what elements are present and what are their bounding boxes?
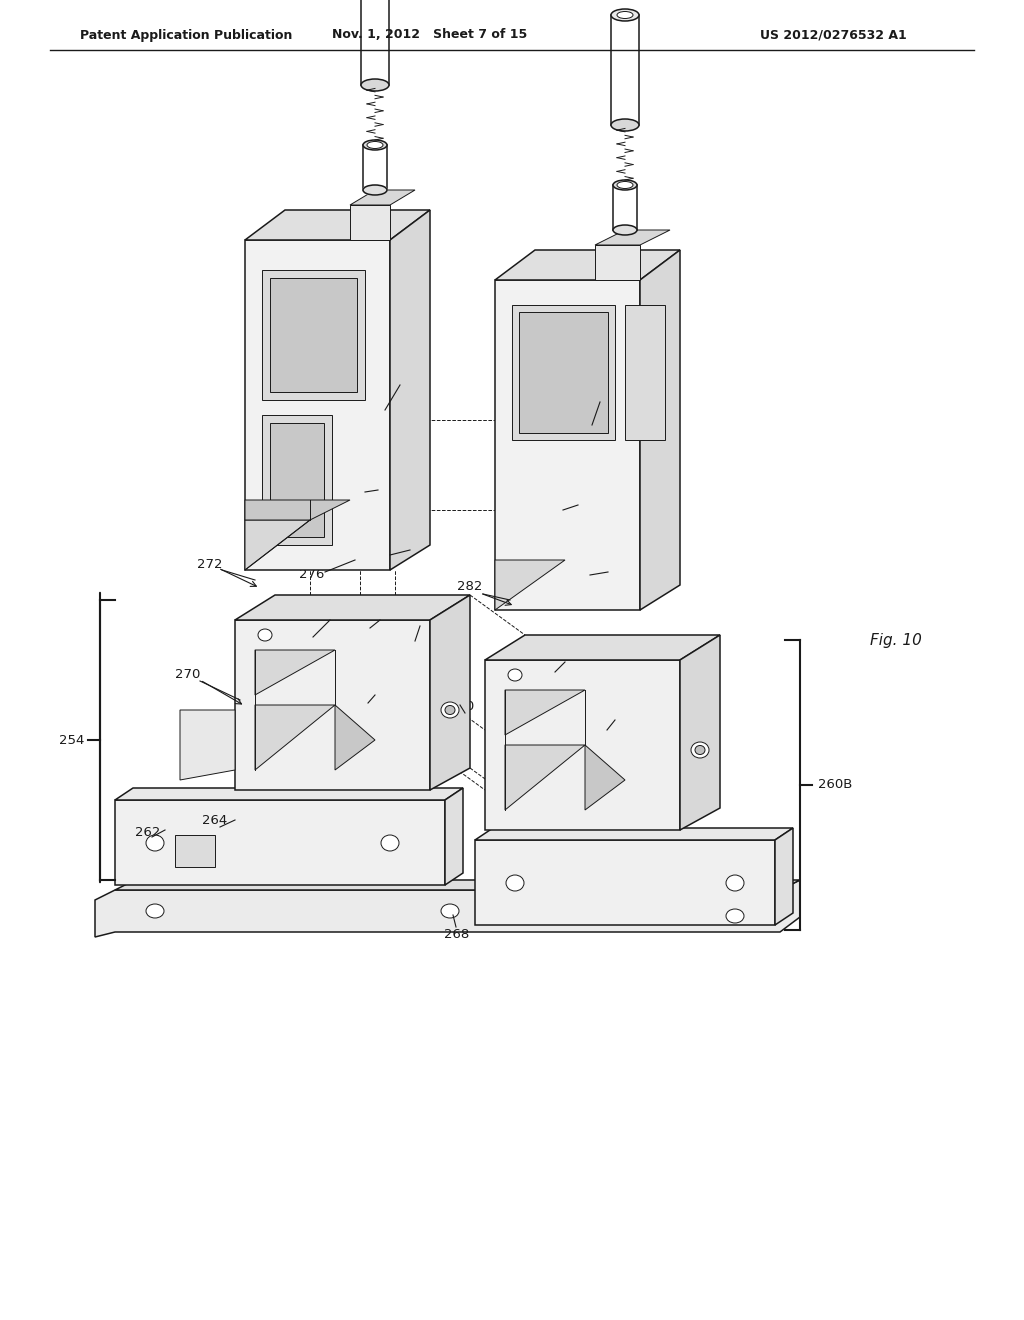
Text: 276: 276 — [397, 628, 423, 642]
Ellipse shape — [726, 875, 744, 891]
Polygon shape — [245, 520, 310, 570]
Polygon shape — [245, 210, 430, 240]
Polygon shape — [350, 205, 390, 240]
Text: 252: 252 — [591, 718, 616, 730]
Polygon shape — [245, 240, 390, 570]
Ellipse shape — [613, 224, 637, 235]
Polygon shape — [505, 744, 585, 810]
Ellipse shape — [146, 904, 164, 917]
Text: 274: 274 — [291, 623, 315, 636]
Polygon shape — [505, 690, 585, 735]
Polygon shape — [175, 836, 215, 867]
Polygon shape — [234, 620, 430, 789]
Ellipse shape — [441, 702, 459, 718]
Text: Nov. 1, 2012   Sheet 7 of 15: Nov. 1, 2012 Sheet 7 of 15 — [333, 29, 527, 41]
Polygon shape — [255, 649, 335, 696]
Text: 280: 280 — [450, 700, 475, 713]
Polygon shape — [475, 840, 775, 925]
Polygon shape — [262, 271, 365, 400]
Text: 254: 254 — [59, 734, 85, 747]
Text: 260B: 260B — [818, 779, 852, 792]
Ellipse shape — [726, 909, 744, 923]
Ellipse shape — [381, 836, 399, 851]
Text: 286: 286 — [394, 537, 420, 550]
Polygon shape — [512, 305, 615, 440]
Polygon shape — [595, 230, 670, 246]
Ellipse shape — [367, 141, 383, 149]
Polygon shape — [445, 788, 463, 884]
Polygon shape — [640, 249, 680, 610]
Polygon shape — [595, 246, 640, 280]
Polygon shape — [350, 190, 415, 205]
Polygon shape — [775, 828, 793, 925]
Text: 262: 262 — [135, 825, 161, 838]
Ellipse shape — [258, 630, 272, 642]
Text: 288: 288 — [548, 495, 572, 508]
Polygon shape — [475, 828, 793, 840]
Text: Fig. 10: Fig. 10 — [870, 632, 922, 648]
Text: 272: 272 — [198, 557, 223, 570]
Polygon shape — [335, 705, 375, 770]
Text: 284: 284 — [536, 659, 560, 672]
Ellipse shape — [617, 12, 633, 18]
Polygon shape — [585, 744, 625, 810]
Text: 270: 270 — [175, 668, 201, 681]
Ellipse shape — [691, 742, 709, 758]
Ellipse shape — [362, 140, 387, 150]
Polygon shape — [255, 705, 335, 770]
Ellipse shape — [617, 181, 633, 189]
Ellipse shape — [613, 180, 637, 190]
Ellipse shape — [695, 746, 705, 755]
Polygon shape — [485, 660, 680, 830]
Text: 282: 282 — [458, 581, 482, 594]
Ellipse shape — [508, 669, 522, 681]
Polygon shape — [115, 800, 445, 884]
Polygon shape — [234, 595, 470, 620]
Polygon shape — [262, 414, 332, 545]
Polygon shape — [680, 635, 720, 830]
Ellipse shape — [441, 904, 459, 917]
Ellipse shape — [362, 185, 387, 195]
Text: Patent Application Publication: Patent Application Publication — [80, 29, 293, 41]
Polygon shape — [270, 279, 357, 392]
Ellipse shape — [506, 875, 524, 891]
Polygon shape — [430, 595, 470, 789]
Text: 278: 278 — [379, 689, 404, 701]
Polygon shape — [625, 305, 665, 440]
Text: 264: 264 — [203, 813, 227, 826]
Polygon shape — [115, 788, 463, 800]
Text: 290: 290 — [384, 371, 410, 384]
Polygon shape — [495, 280, 640, 610]
Polygon shape — [115, 880, 800, 890]
Text: 286: 286 — [592, 558, 617, 572]
Text: 276: 276 — [299, 569, 325, 582]
Text: 278: 278 — [349, 615, 375, 628]
Text: 252: 252 — [353, 690, 379, 704]
Polygon shape — [495, 249, 680, 280]
Ellipse shape — [611, 9, 639, 21]
Ellipse shape — [611, 119, 639, 131]
Ellipse shape — [445, 705, 455, 714]
Ellipse shape — [361, 79, 389, 91]
Polygon shape — [519, 312, 608, 433]
Ellipse shape — [146, 836, 164, 851]
Text: US 2012/0276532 A1: US 2012/0276532 A1 — [760, 29, 906, 41]
Text: 268: 268 — [444, 928, 470, 940]
Polygon shape — [390, 210, 430, 570]
Text: 288: 288 — [349, 479, 375, 491]
Polygon shape — [270, 422, 324, 537]
Polygon shape — [180, 710, 234, 780]
Polygon shape — [245, 500, 350, 520]
Polygon shape — [95, 880, 800, 937]
Polygon shape — [485, 635, 720, 660]
Polygon shape — [495, 560, 565, 610]
Text: 290: 290 — [586, 388, 610, 401]
